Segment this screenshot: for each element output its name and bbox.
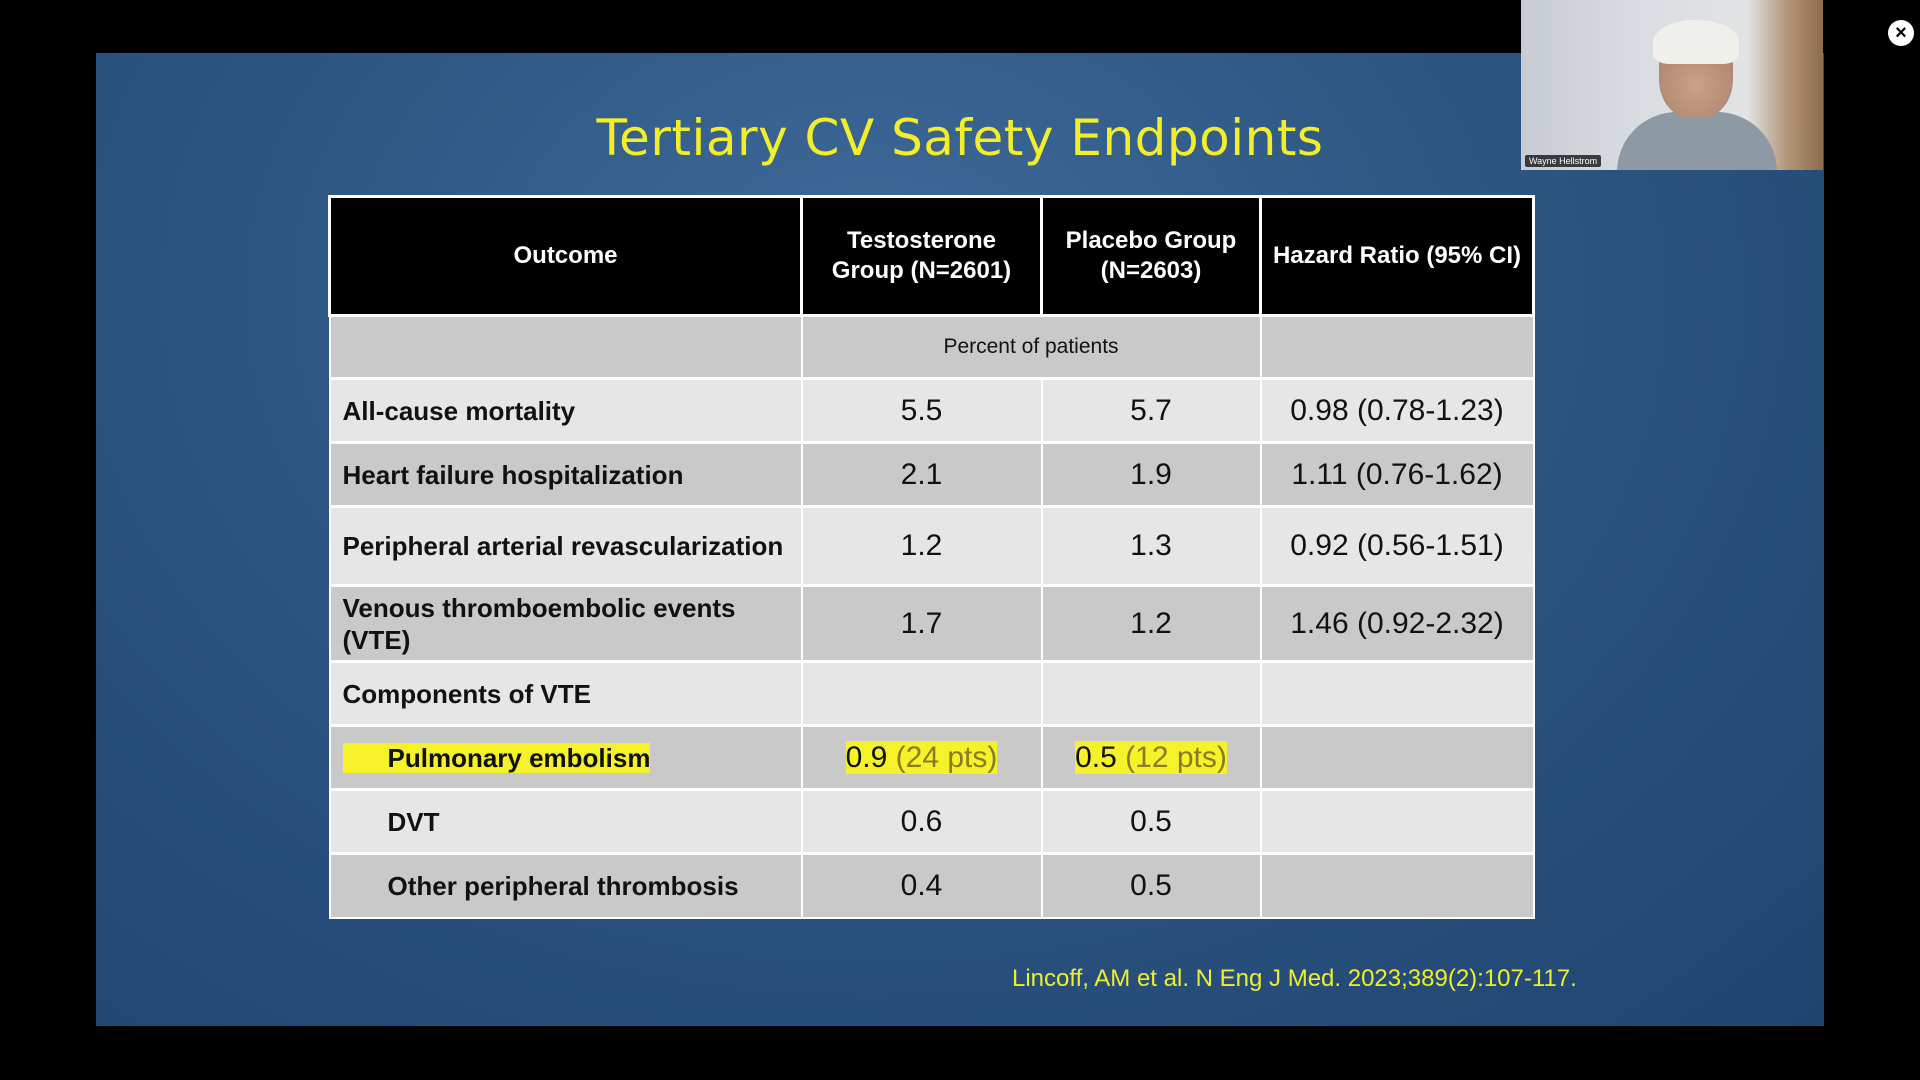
- outcome-cell: Pulmonary embolism: [328, 724, 803, 791]
- placebo-value: 0.5: [1075, 740, 1117, 774]
- table-cell: [1259, 314, 1535, 380]
- table-row-highlighted: Pulmonary embolism 0.9 (24 pts) 0.5 (12 …: [328, 724, 1535, 791]
- outcome-cell: Venous thromboembolic events (VTE): [328, 584, 803, 663]
- endpoints-table: Outcome Testosterone Group (N=2601) Plac…: [328, 195, 1535, 919]
- outcome-cell: DVT: [328, 788, 803, 855]
- table-row: Venous thromboembolic events (VTE) 1.7 1…: [328, 584, 1535, 663]
- table-row: All-cause mortality 5.5 5.7 0.98 (0.78-1…: [328, 377, 1535, 444]
- hazard-ratio-cell: [1259, 788, 1535, 855]
- outcome-cell: Other peripheral thrombosis: [328, 852, 803, 919]
- header-placebo-group: Placebo Group (N=2603): [1040, 195, 1262, 317]
- placebo-cell: 5.7: [1040, 377, 1262, 444]
- outcome-cell: Peripheral arterial revascularization: [328, 505, 803, 587]
- testosterone-pts: (24 pts): [895, 740, 998, 774]
- testosterone-cell: 0.9 (24 pts): [800, 724, 1043, 791]
- table-row: DVT 0.6 0.5: [328, 788, 1535, 855]
- hazard-ratio-cell: 1.46 (0.92-2.32): [1259, 584, 1535, 663]
- percent-of-patients-label: Percent of patients: [800, 314, 1262, 380]
- testosterone-cell: 1.7: [800, 584, 1043, 663]
- placebo-cell: 1.2: [1040, 584, 1262, 663]
- testosterone-cell: 1.2: [800, 505, 1043, 587]
- slide-title: Tertiary CV Safety Endpoints: [596, 109, 1324, 167]
- testosterone-cell: 2.1: [800, 441, 1043, 508]
- hazard-ratio-cell: [1259, 724, 1535, 791]
- table-cell: [328, 314, 803, 380]
- hazard-ratio-cell: [1259, 660, 1535, 727]
- highlighted-outcome: Pulmonary embolism: [342, 742, 651, 773]
- placebo-cell: 0.5: [1040, 788, 1262, 855]
- hazard-ratio-cell: 0.98 (0.78-1.23): [1259, 377, 1535, 444]
- header-testosterone-group: Testosterone Group (N=2601): [800, 195, 1043, 317]
- presentation-slide: Tertiary CV Safety Endpoints Outcome Tes…: [96, 53, 1824, 1026]
- table-row: Components of VTE: [328, 660, 1535, 727]
- placebo-pts: (12 pts): [1125, 740, 1227, 774]
- hazard-ratio-cell: 0.92 (0.56-1.51): [1259, 505, 1535, 587]
- participant-video-tile[interactable]: Wayne Hellstrom: [1521, 0, 1823, 170]
- outcome-cell: All-cause mortality: [328, 377, 803, 444]
- highlighted-value: 0.9 (24 pts): [845, 740, 998, 774]
- placebo-cell: [1040, 660, 1262, 727]
- testosterone-cell: 0.4: [800, 852, 1043, 919]
- placebo-cell: 1.3: [1040, 505, 1262, 587]
- participant-body: [1617, 112, 1777, 170]
- outcome-cell: Components of VTE: [328, 660, 803, 727]
- hazard-ratio-cell: 1.11 (0.76-1.62): [1259, 441, 1535, 508]
- table-row: Heart failure hospitalization 2.1 1.9 1.…: [328, 441, 1535, 508]
- hazard-ratio-cell: [1259, 852, 1535, 919]
- testosterone-cell: 0.6: [800, 788, 1043, 855]
- participant-hair: [1653, 20, 1739, 64]
- citation: Lincoff, AM et al. N Eng J Med. 2023;389…: [1012, 965, 1577, 992]
- header-hazard-ratio: Hazard Ratio (95% CI): [1259, 195, 1535, 317]
- testosterone-cell: [800, 660, 1043, 727]
- highlighted-value: 0.5 (12 pts): [1075, 740, 1227, 774]
- outcome-cell: Heart failure hospitalization: [328, 441, 803, 508]
- participant-name-label: Wayne Hellstrom: [1525, 155, 1602, 167]
- close-icon[interactable]: ×: [1888, 20, 1914, 46]
- testosterone-value: 0.9: [845, 740, 888, 774]
- testosterone-cell: 5.5: [800, 377, 1043, 444]
- table-row: Other peripheral thrombosis 0.4 0.5: [328, 852, 1535, 919]
- placebo-cell: 0.5: [1040, 852, 1262, 919]
- table-row: Peripheral arterial revascularization 1.…: [328, 505, 1535, 587]
- table-subheader-row: Percent of patients: [328, 314, 1535, 380]
- placebo-cell: 0.5 (12 pts): [1040, 724, 1262, 791]
- placebo-cell: 1.9: [1040, 441, 1262, 508]
- header-outcome: Outcome: [328, 195, 803, 317]
- table-header-row: Outcome Testosterone Group (N=2601) Plac…: [328, 195, 1535, 317]
